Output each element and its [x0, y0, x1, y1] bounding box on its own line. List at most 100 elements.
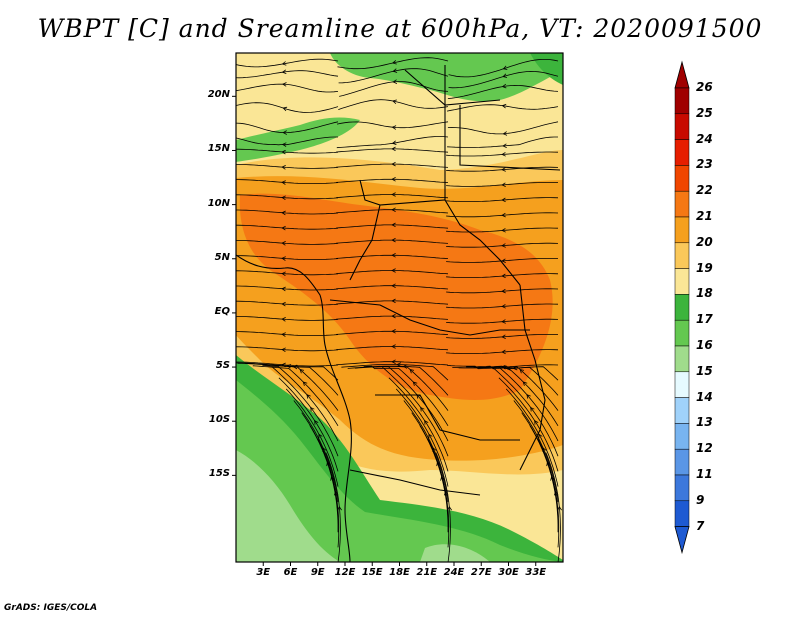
- streamline-arrow: [501, 258, 506, 263]
- colorbar-segment: [674, 113, 690, 140]
- streamline-arrow: [302, 381, 308, 387]
- streamline-arrow: [502, 65, 508, 70]
- colorbar-segment: [674, 474, 690, 502]
- y-tick-label: 15S: [208, 468, 230, 480]
- streamline-arrow: [391, 161, 396, 167]
- colorbar-segment: [674, 345, 690, 373]
- streamline-arrow: [310, 406, 315, 412]
- streamline-arrow: [391, 140, 397, 145]
- colorbar-label: 20: [696, 234, 713, 249]
- streamline: [236, 209, 339, 215]
- colorbar-bottom-arrow: [674, 526, 690, 555]
- x-tick-label: 21E: [416, 567, 438, 578]
- map-panel: [236, 53, 563, 562]
- colorbar: [674, 60, 690, 555]
- border-line: [349, 179, 381, 281]
- streamline-arrow: [502, 73, 508, 78]
- x-tick-label: 24E: [443, 567, 465, 578]
- streamline-arrow: [281, 256, 286, 261]
- streamlines: [236, 57, 562, 562]
- colorbar-segment: [674, 448, 690, 476]
- wbpt-field-18-north: [330, 53, 563, 102]
- streamline: [236, 331, 339, 336]
- streamline-arrow: [282, 106, 288, 112]
- streamline: [236, 70, 339, 79]
- streamline-arrow: [501, 228, 506, 233]
- streamline-arrow: [557, 505, 562, 511]
- colorbar-segment: [674, 242, 690, 269]
- streamline-arrow: [428, 433, 433, 439]
- streamline-arrow: [281, 347, 286, 353]
- streamline-arrow: [501, 83, 507, 89]
- streamline-arrow: [501, 243, 506, 248]
- streamline-arrow: [501, 273, 506, 279]
- x-tick-label: 30E: [498, 567, 519, 578]
- colorbar-segment: [674, 268, 690, 295]
- streamline-arrow: [281, 210, 286, 216]
- colorbar-top-arrow: [674, 60, 690, 89]
- streamline-arrow: [409, 368, 415, 374]
- streamline: [236, 316, 339, 321]
- streamline-arrow: [392, 68, 398, 73]
- streamline: [236, 224, 339, 230]
- colorbar-label: 23: [696, 157, 713, 172]
- colorbar-label: 13: [696, 415, 713, 430]
- streamline-arrow: [501, 212, 506, 218]
- streamline: [236, 179, 339, 184]
- streamline-arrow: [281, 225, 286, 231]
- streamline-arrow: [550, 475, 555, 481]
- streamline: [236, 58, 339, 68]
- x-tick-label: 12E: [334, 567, 356, 578]
- colorbar-label: 22: [696, 183, 713, 198]
- y-tick-label: 5N: [214, 251, 230, 263]
- colorbar-label: 15: [696, 363, 713, 378]
- colorbar-segment: [674, 190, 690, 218]
- streamline-arrow: [281, 195, 286, 201]
- y-tick-label: 10N: [207, 197, 230, 209]
- streamline-arrow: [501, 103, 507, 109]
- streamline-arrow: [281, 332, 286, 337]
- axis-ticks: [232, 95, 537, 566]
- border-line: [404, 69, 501, 106]
- streamline-arrow: [391, 146, 396, 152]
- y-tick-label: 15N: [207, 143, 230, 155]
- colorbar-label: 14: [696, 389, 713, 404]
- streamline: [236, 240, 339, 245]
- x-tick-label: 3E: [256, 567, 271, 578]
- wbpt-field-17: [236, 380, 563, 562]
- streamline-arrow: [391, 313, 396, 319]
- border-line: [519, 284, 546, 471]
- colorbar-segment: [674, 216, 690, 244]
- streamline: [236, 285, 339, 291]
- streamline-arrow: [299, 368, 305, 374]
- colorbar-label: 25: [696, 105, 713, 120]
- wbpt-field-16b: [420, 544, 490, 562]
- colorbar-segment: [674, 319, 690, 347]
- colorbar-label: 17: [696, 312, 713, 327]
- streamline-arrow: [391, 268, 396, 273]
- colorbar-label: 19: [696, 260, 713, 275]
- streamline-arrow: [281, 82, 287, 87]
- wbpt-field-16: [236, 450, 340, 562]
- streamline: [236, 361, 339, 367]
- country-borders: [236, 65, 561, 562]
- streamline-arrow: [281, 69, 287, 74]
- streamline-arrow: [391, 125, 397, 130]
- streamline-arrow: [501, 197, 506, 203]
- streamline-arrow: [391, 359, 396, 364]
- streamline-arrow: [391, 60, 397, 65]
- border-line: [379, 199, 521, 286]
- y-tick-label: 10S: [208, 414, 230, 426]
- streamline-arrow: [391, 344, 396, 349]
- streamline-arrow: [440, 475, 445, 481]
- streamline-arrow: [501, 349, 506, 355]
- streamline-arrow: [281, 61, 287, 66]
- colorbar-label: 21: [696, 209, 713, 223]
- streamline-arrow: [447, 505, 452, 511]
- y-tick-label: EQ: [214, 305, 230, 317]
- streamline-arrow: [330, 475, 335, 481]
- streamline-arrow: [281, 317, 286, 322]
- colorbar-segment: [674, 371, 690, 398]
- streamline-arrow: [530, 406, 535, 412]
